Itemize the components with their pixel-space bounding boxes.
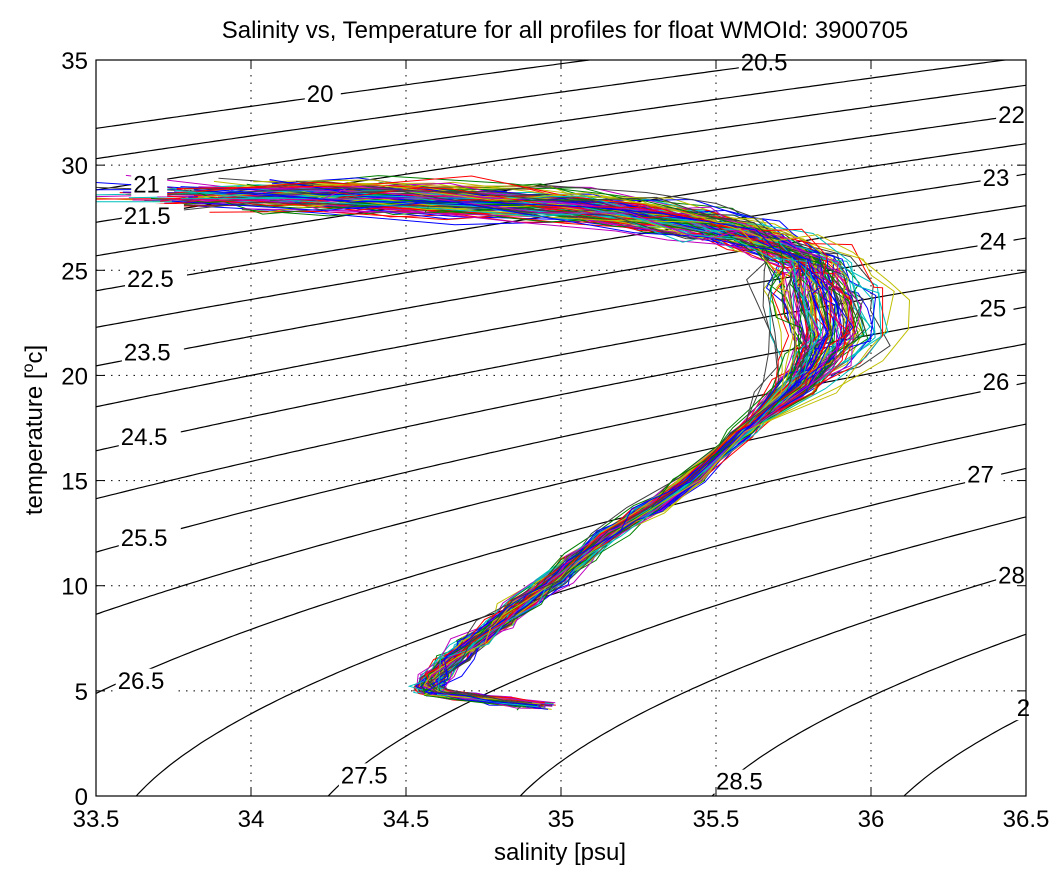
density-contour-line (96, 343, 1026, 553)
x-tick-label: 34 (238, 806, 265, 833)
contour-label-bg (714, 769, 776, 794)
contour-label: 28 (998, 563, 1025, 590)
density-contour-line (96, 173, 1026, 328)
density-contour-line (96, 423, 1026, 694)
profile-line (321, 185, 863, 706)
contour-label: 26 (983, 369, 1010, 396)
contour-label: 25.5 (121, 525, 168, 552)
contour-label-bg (118, 525, 181, 550)
x-tick-label: 36 (858, 806, 885, 833)
contour-label: 20.5 (741, 50, 788, 77)
y-tick-label: 25 (61, 258, 88, 285)
contour-label: 26.5 (118, 668, 165, 695)
contour-label: 23.5 (124, 340, 171, 367)
y-axis-label-unit: c] (21, 345, 48, 364)
profile-line (176, 175, 884, 703)
density-contour-line (96, 113, 1026, 257)
contour-label: 20 (307, 81, 334, 108)
y-tick-label: 10 (61, 574, 88, 601)
density-contour-line (96, 382, 1026, 615)
contour-label-bg (977, 229, 1014, 254)
profile-line (268, 197, 794, 709)
density-contour-line (96, 60, 593, 129)
density-contour-line (711, 633, 1026, 796)
contour-label-bg (118, 424, 181, 449)
contour-label-bg (977, 296, 1014, 321)
y-tick-label: 20 (61, 363, 88, 390)
profile-line (231, 190, 830, 706)
contour-label-bg (304, 82, 341, 107)
contour-label: 2 (1017, 695, 1030, 722)
x-axis-label: salinity [psu] (494, 839, 626, 866)
contour-label: 24.5 (121, 424, 168, 451)
contour-label: 25 (980, 296, 1007, 323)
contour-label-bg (738, 50, 801, 75)
x-tick-label: 34.5 (383, 806, 430, 833)
contour-label: 27 (967, 462, 994, 489)
contour-label: 21.5 (124, 203, 171, 230)
contour-label: 24 (980, 228, 1007, 255)
x-tick-label: 35 (548, 806, 575, 833)
y-tick-label: 5 (75, 679, 88, 706)
y-tick-label: 35 (61, 48, 88, 75)
contour-label-bg (125, 267, 187, 292)
density-contour-line (327, 516, 1026, 796)
contour-label-bg (121, 204, 184, 229)
y-axis-label: temperature [oc] (20, 345, 48, 515)
y-axis-label-main: temperature [ (21, 372, 48, 515)
profile-line (313, 184, 911, 705)
contour-label-bg (115, 668, 178, 693)
x-tick-label: 33.5 (73, 806, 120, 833)
density-contour-line (135, 467, 1026, 796)
y-axis-label-sup: o (20, 363, 37, 372)
x-tick-label: 35.5 (693, 806, 740, 833)
contour-label: 27.5 (341, 762, 388, 789)
contour-label: 28.5 (716, 769, 763, 796)
density-contour-line (96, 237, 1026, 408)
y-tick-label: 0 (75, 784, 88, 811)
contour-label-bg (980, 166, 1017, 191)
profile-line (240, 187, 810, 704)
density-contour-line (519, 570, 1026, 796)
y-tick-label: 30 (61, 153, 88, 180)
density-contours (96, 60, 1026, 796)
density-contour-line (96, 60, 1010, 191)
contour-label: 22.5 (127, 266, 174, 293)
contour-label: 23 (983, 165, 1010, 192)
contour-label-bg (121, 340, 184, 365)
y-tick-label: 15 (61, 469, 88, 496)
density-contour-line (903, 715, 1026, 796)
contour-label-bg (980, 370, 1017, 395)
density-contour-line (96, 60, 802, 160)
chart-title: Salinity vs, Temperature for all profile… (222, 17, 909, 44)
profile-line (163, 181, 852, 704)
contour-label-bg (338, 763, 401, 788)
density-contour-line (96, 205, 1026, 367)
x-tick-label: 36.5 (1003, 806, 1050, 833)
contour-label-bg (131, 172, 168, 197)
contour-label-bg (965, 462, 1002, 487)
contour-label: 21 (133, 171, 160, 198)
axis-ticks: 33.5 34 34.5 35 35.5 36 36.5 0 5 10 15 20 25 30 35 (61, 48, 1049, 833)
profile-line (132, 197, 842, 706)
profile-lines (96, 174, 911, 711)
contour-label: 22 (998, 102, 1025, 129)
contour-labels: 20 20.5 21 21.5 22 22.5 23 23.5 24 24.5 25 25.5 26 26… (115, 50, 1038, 796)
